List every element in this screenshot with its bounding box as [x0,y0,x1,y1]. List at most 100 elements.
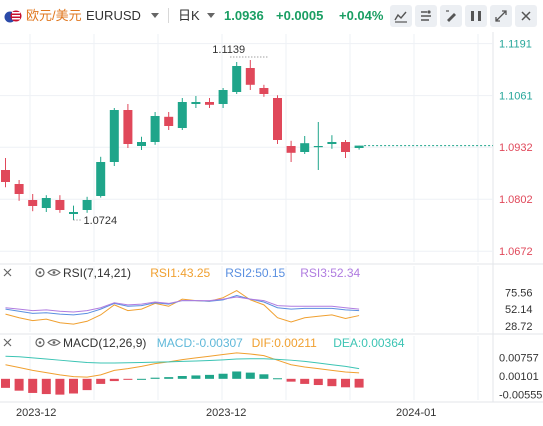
close-pane-icon[interactable] [3,268,12,277]
interval-select[interactable]: 日K [178,8,200,23]
draw-tools-button[interactable] [440,5,462,27]
macd-histogram-bar [205,374,214,379]
rsi-series-line-rsi1 [5,289,360,325]
rsi-legend-item: RSI2:50.15 [225,266,285,280]
y-axis-tick-label: 1.1191 [499,39,532,51]
eye-icon-pupil [52,341,56,344]
draw-tools-icon [446,10,456,22]
candle-body[interactable] [341,142,350,152]
eye-icon-pupil [52,271,56,274]
indicator-button[interactable] [415,5,437,27]
candle-body[interactable] [69,212,78,214]
gear-icon-center [38,271,42,274]
candle-body[interactable] [177,102,187,128]
macd-histogram-bar [41,378,51,395]
macd-histogram-bar [313,378,323,386]
candle-body[interactable] [150,116,160,142]
last-price: 1.0936 [224,8,264,23]
fullscreen-button[interactable] [490,5,512,27]
candle-body[interactable] [286,146,296,153]
macd-legend-item: MACD:-0.00307 [157,336,243,350]
candle-body[interactable] [28,200,38,206]
macd-histogram-bar [232,371,242,379]
eye-icon[interactable] [47,339,61,346]
macd-histogram-bar [69,378,78,394]
rsi-axis-tick-label: 28.72 [505,321,533,333]
candle-body[interactable] [354,145,364,148]
indicator-icon [421,10,431,21]
candle-body[interactable] [218,90,228,104]
candle-body[interactable] [55,200,65,210]
symbol-cn-label[interactable]: 欧元/美元 [26,8,82,23]
gear-icon[interactable] [35,267,45,278]
symbol-dropdown-chevron-icon[interactable] [151,13,159,18]
low-price-annotation: 1.0724 [84,215,118,227]
macd-histogram-bar [150,377,160,379]
macd-histogram-bar [137,378,146,380]
candle-body[interactable] [245,68,255,85]
y-axis-tick-label: 1.1061 [499,91,533,103]
macd-histogram-bar [273,378,282,380]
macd-histogram-bar [218,373,228,379]
macd-histogram-bar [191,375,201,379]
macd-histogram-bar [164,377,174,379]
rsi-legend-item: RSI3:52.34 [300,266,360,280]
candle-body[interactable] [191,102,201,104]
macd-histogram-bar [259,374,269,379]
toolbar-divider [168,8,169,23]
candle-body[interactable] [205,102,214,105]
macd-histogram-bar [96,378,106,384]
macd-series-line-dea [5,355,360,370]
chart-toolbar: 欧元/美元 EURUSD 日K 1.0936 +0.0005 +0.04% [0,0,543,32]
candle-body[interactable] [96,162,106,196]
candle-body[interactable] [164,116,174,126]
eu-us-flag-icon [4,9,22,23]
candle-body[interactable] [273,98,282,140]
macd-series-line-dif [5,352,360,378]
candle-style-button[interactable] [390,5,412,27]
y-axis-tick-label: 1.0932 [499,142,533,154]
macd-histogram-bar [341,378,350,388]
macd-legend-item: DEA:0.00364 [333,336,405,350]
macd-histogram-bar [300,378,310,384]
gear-icon[interactable] [35,337,45,348]
candle-body[interactable] [41,198,51,208]
symbol-code-label[interactable]: EURUSD [86,8,141,23]
candle-body[interactable] [109,110,119,162]
macd-histogram-bar [354,378,364,388]
candle-body[interactable] [1,170,10,182]
close-chart-button[interactable] [515,5,537,27]
macd-histogram-bar [109,378,119,382]
candle-body[interactable] [327,142,337,144]
candle-body[interactable] [123,110,133,144]
macd-histogram-bar [245,372,255,379]
rsi-legend-item: RSI1:43.25 [150,266,210,280]
candle-body[interactable] [14,184,24,194]
candle-body[interactable] [82,200,92,210]
rsi-axis-tick-label: 52.14 [505,304,533,316]
rsi-series-line-rsi2 [5,295,360,316]
candle-body[interactable] [232,66,242,92]
macd-axis-tick-label: -0.00555 [499,389,542,401]
macd-histogram-bar [123,378,133,380]
rsi-axis-tick-label: 75.56 [505,287,533,299]
close-pane-icon[interactable] [3,338,12,347]
y-axis-tick-label: 1.0802 [499,194,533,206]
macd-legend-item: DIF:0.00211 [252,336,317,350]
columns-button[interactable] [465,5,487,27]
macd-histogram-bar [327,378,337,387]
candle-body[interactable] [313,146,323,148]
fullscreen-icon [495,10,507,22]
candle-body[interactable] [259,88,269,94]
macd-title: MACD(12,26,9) [63,336,146,350]
macd-histogram-bar [28,378,38,393]
eye-icon[interactable] [47,269,61,276]
candle-body[interactable] [300,143,310,152]
high-price-annotation: 1.1139 [212,44,245,56]
candle-body[interactable] [137,142,146,146]
x-axis-date-label: 2023-12 [16,407,56,419]
macd-axis-tick-label: 0.00101 [499,371,539,383]
interval-dropdown-chevron-icon[interactable] [207,13,215,18]
macd-histogram-bar [286,378,296,382]
